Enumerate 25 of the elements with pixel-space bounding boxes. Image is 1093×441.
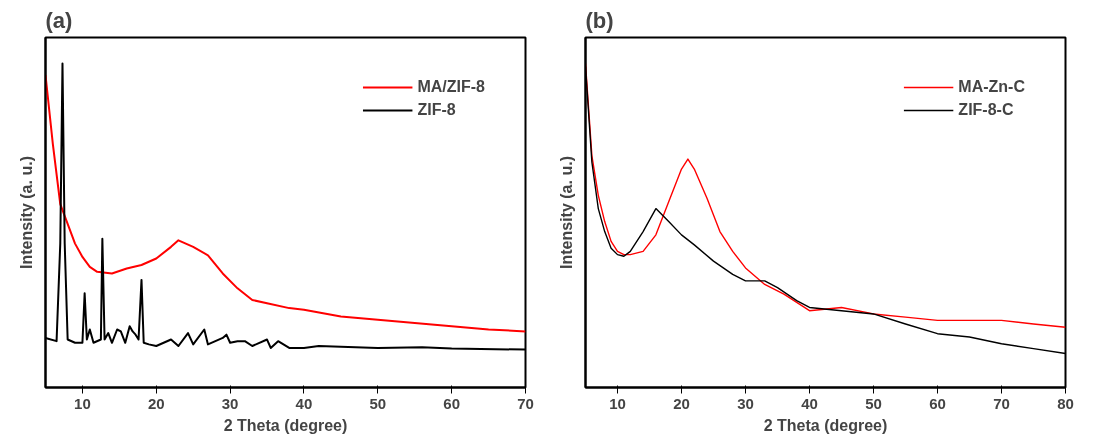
x-tick-label: 40 (801, 394, 818, 412)
x-axis-title: 2 Theta (degree) (763, 416, 888, 434)
legend-label: ZIF-8-C (958, 101, 1014, 119)
y-axis-title: Intensity (a. u.) (557, 156, 575, 269)
x-tick-label: 60 (443, 394, 460, 412)
x-tick-label: 60 (929, 394, 946, 412)
y-axis-title: Intensity (a. u.) (17, 156, 35, 269)
legend-label: ZIF-8 (417, 101, 456, 119)
x-tick-label: 10 (609, 394, 626, 412)
x-tick-label: 30 (221, 394, 239, 412)
x-axis-title: 2 Theta (degree) (223, 416, 348, 434)
x-tick-label: 80 (1057, 394, 1074, 412)
x-tick-label: 40 (295, 394, 313, 412)
legend-label: MA-Zn-C (958, 78, 1025, 96)
x-tick-label: 20 (673, 394, 690, 412)
x-tick-label: 70 (517, 394, 534, 412)
chart-title: (b) (585, 7, 614, 33)
chart-title: (a) (45, 7, 73, 33)
x-tick-label: 50 (865, 394, 882, 412)
x-tick-label: 10 (74, 394, 91, 412)
x-tick-label: 30 (737, 394, 754, 412)
x-tick-label: 50 (369, 394, 387, 412)
legend-label: MA/ZIF-8 (417, 78, 485, 96)
x-tick-label: 20 (147, 394, 165, 412)
x-tick-label: 70 (993, 394, 1010, 412)
